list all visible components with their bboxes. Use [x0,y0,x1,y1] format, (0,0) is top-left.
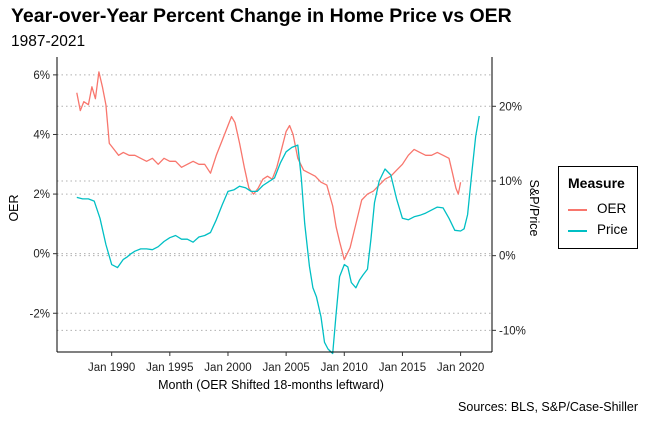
y2-tick-label: 0% [499,251,516,263]
series-lines [76,71,480,355]
y-axis-title: OER [7,194,21,221]
y2-tick-label: -10% [499,325,526,337]
axes [53,57,496,356]
x-tick-label: Jan 2010 [321,362,368,374]
x-tick-label: Jan 2000 [204,362,251,374]
y2-tick-label: 10% [499,176,522,188]
legend-label-oer: OER [597,201,627,216]
x-tick-label: Jan 2020 [437,362,484,374]
legend-swatch-price [568,230,587,232]
legend-swatch-oer [568,209,587,211]
x-tick-label: Jan 1995 [146,362,193,374]
chart-title: Year-over-Year Percent Change in Home Pr… [11,5,512,27]
y2-tick-label: 20% [499,101,522,113]
chart-subtitle: 1987-2021 [11,33,86,50]
legend: Measure OER Price [558,166,638,249]
series-line-price [76,115,480,355]
y-tick-label: 4% [33,129,50,141]
x-tick-label: Jan 2015 [379,362,426,374]
legend-item-oer: OER [568,200,636,220]
legend-item-price: Price [568,221,636,241]
y-tick-label: 2% [33,189,50,201]
x-tick-label: Jan 2005 [262,362,309,374]
x-tick-label: Jan 1990 [88,362,135,374]
tick-labels: -2% 0% 2% 4% 6% -10% 0% 10% 20% Jan 1990 Jan 1995 J… [30,70,526,374]
grid-lines [57,74,492,331]
y-tick-label: 0% [33,249,50,261]
legend-label-price: Price [597,222,628,237]
y-tick-label: -2% [30,308,50,320]
source-caption: Sources: BLS, S&P/Case-Shiller [458,400,638,414]
x-axis-title: Month (OER Shifted 18-months leftward) [158,378,384,392]
y-tick-label: 6% [33,70,50,82]
legend-title: Measure [568,175,625,191]
series-line-oer [76,71,462,261]
y2-axis-title: S&P/Price [527,180,541,237]
